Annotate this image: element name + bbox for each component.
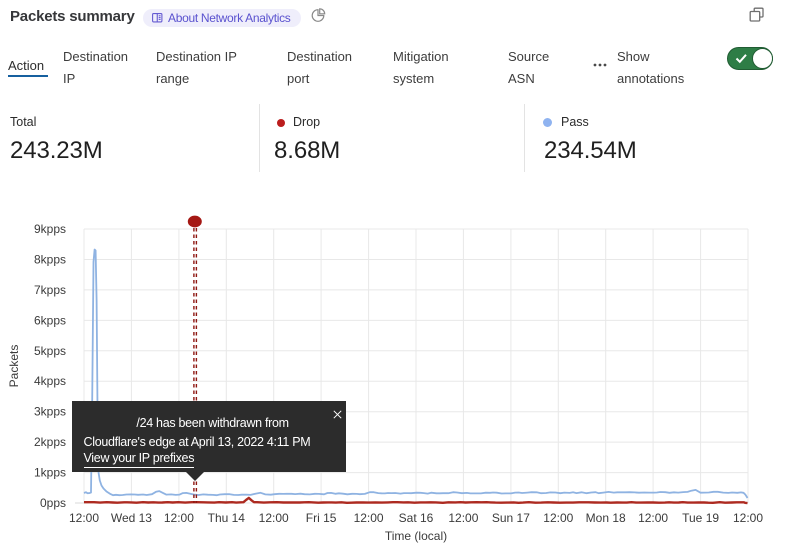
svg-text:2kpps: 2kpps <box>34 435 66 449</box>
svg-text:12:00: 12:00 <box>638 511 668 525</box>
svg-text:4kpps: 4kpps <box>34 374 66 388</box>
svg-text:12:00: 12:00 <box>543 511 573 525</box>
svg-text:Fri 15: Fri 15 <box>306 511 337 525</box>
svg-text:Thu 14: Thu 14 <box>208 511 246 525</box>
svg-text:9kpps: 9kpps <box>34 222 66 236</box>
svg-text:1kpps: 1kpps <box>34 466 66 480</box>
svg-text:Mon 18: Mon 18 <box>586 511 626 525</box>
svg-text:Wed 13: Wed 13 <box>111 511 152 525</box>
svg-text:5kpps: 5kpps <box>34 344 66 358</box>
svg-text:7kpps: 7kpps <box>34 283 66 297</box>
svg-text:12:00: 12:00 <box>354 511 384 525</box>
svg-text:Tue 19: Tue 19 <box>682 511 719 525</box>
svg-text:Packets: Packets <box>7 345 21 388</box>
svg-text:6kpps: 6kpps <box>34 313 66 327</box>
svg-text:Time (local): Time (local) <box>385 529 447 543</box>
svg-text:12:00: 12:00 <box>69 511 99 525</box>
svg-text:Sun 17: Sun 17 <box>492 511 530 525</box>
svg-text:8kpps: 8kpps <box>34 253 66 267</box>
svg-text:12:00: 12:00 <box>259 511 289 525</box>
svg-text:12:00: 12:00 <box>733 511 763 525</box>
svg-text:12:00: 12:00 <box>448 511 478 525</box>
svg-text:12:00: 12:00 <box>164 511 194 525</box>
svg-text:0pps: 0pps <box>40 496 66 510</box>
svg-text:3kpps: 3kpps <box>34 405 66 419</box>
svg-text:Sat 16: Sat 16 <box>399 511 434 525</box>
